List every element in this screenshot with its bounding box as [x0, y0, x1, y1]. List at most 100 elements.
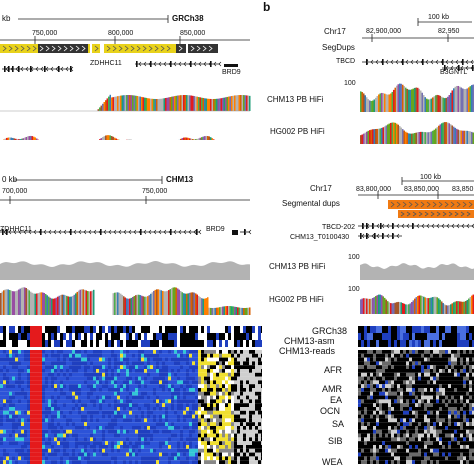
heatmap-cell — [105, 388, 108, 392]
heatmap-cell — [39, 372, 42, 377]
heatmap-cell — [66, 369, 69, 373]
heatmap-cell — [48, 347, 51, 350]
heatmap-cell — [442, 333, 445, 340]
heatmap-cell — [30, 407, 33, 411]
heatmap-cell — [36, 347, 39, 350]
heatmap-cell — [258, 429, 261, 434]
heatmap-cell — [177, 391, 180, 396]
coverage-bar — [376, 96, 378, 112]
heatmap-cell — [3, 369, 6, 373]
heatmap-cell — [210, 418, 213, 423]
heatmap-cell — [156, 369, 159, 373]
heatmap-cell — [358, 395, 361, 400]
heatmap-cell — [237, 407, 240, 411]
heatmap-cell — [36, 369, 39, 373]
heatmap-cell — [219, 399, 222, 404]
pop-label-afr: AFR — [324, 365, 342, 375]
heatmap-cell — [180, 350, 183, 354]
heatmap-cell — [406, 395, 409, 400]
heatmap-cell — [138, 429, 141, 434]
heatmap-cell — [195, 403, 198, 407]
heatmap-cell — [72, 414, 75, 419]
coverage-bar — [180, 95, 182, 111]
coverage-bar — [385, 94, 387, 112]
heatmap-cell — [394, 414, 397, 419]
heatmap-cell — [27, 460, 30, 464]
heatmap-cell — [198, 326, 201, 333]
heatmap-cell — [385, 429, 388, 434]
heatmap-cell — [240, 448, 243, 453]
coverage-bar — [136, 95, 138, 111]
heatmap-cell — [246, 350, 249, 354]
gene-strand-arrow — [58, 229, 62, 235]
coverage-bar — [247, 95, 249, 111]
heatmap-cell — [108, 326, 111, 333]
heatmap-cell — [60, 418, 63, 423]
heatmap-cell — [153, 441, 156, 445]
heatmap-cell — [48, 365, 51, 369]
heatmap-cell — [99, 399, 102, 404]
gene-strand-arrow — [103, 229, 107, 235]
coverage-bar — [370, 129, 372, 144]
coverage-bar — [384, 126, 386, 144]
heatmap-cell — [138, 445, 141, 449]
heatmap-cell — [126, 372, 129, 377]
heatmap-cell — [186, 361, 189, 366]
heatmap-cell — [361, 369, 364, 373]
heatmap-cell — [174, 422, 177, 426]
heatmap-cell — [189, 391, 192, 396]
coverage-bar — [208, 98, 210, 111]
heatmap-cell — [141, 369, 144, 373]
heatmap-cell — [18, 399, 21, 404]
heatmap-cell — [27, 414, 30, 419]
heatmap-cell — [3, 399, 6, 404]
heatmap-cell — [72, 357, 75, 362]
coverage-bar — [378, 128, 380, 144]
coverage-bar — [381, 127, 383, 144]
heatmap-cell — [198, 372, 201, 377]
coverage-bar — [462, 301, 464, 314]
heatmap-cell — [165, 372, 168, 377]
heatmap-cell — [30, 388, 33, 392]
heatmap-cell — [418, 410, 421, 415]
heatmap-cell — [210, 433, 213, 438]
coverage-bar — [426, 297, 428, 314]
heatmap-cell — [243, 445, 246, 449]
heatmap-cell — [123, 333, 126, 340]
heatmap-cell — [111, 347, 114, 350]
heatmap-cell — [246, 403, 249, 407]
heatmap-cell — [54, 361, 57, 366]
heatmap-cell — [78, 445, 81, 449]
heatmap-cell — [30, 445, 33, 449]
gene-exon — [366, 223, 368, 229]
heatmap-cell — [6, 350, 9, 354]
heatmap-cell — [442, 395, 445, 400]
heatmap-cell — [246, 391, 249, 396]
gene-strand-arrow — [385, 59, 389, 65]
heatmap-cell — [397, 369, 400, 373]
heatmap-cell — [463, 340, 466, 347]
heatmap-cell — [48, 340, 51, 347]
right-mid-gene-second-label: CHM13_T0100430 — [290, 234, 350, 241]
heatmap-cell — [403, 429, 406, 434]
heatmap-cell — [252, 365, 255, 369]
heatmap-cell — [451, 384, 454, 388]
heatmap-cell — [261, 452, 262, 457]
heatmap-cell — [66, 384, 69, 388]
coverage-bar — [421, 131, 423, 144]
heatmap-cell — [159, 437, 162, 442]
heatmap-cell — [213, 372, 216, 377]
heatmap-cell — [84, 407, 87, 411]
heatmap-cell — [114, 369, 117, 373]
heatmap-cell — [36, 422, 39, 426]
heatmap-cell — [391, 433, 394, 438]
gene-strand-arrow — [118, 229, 122, 235]
heatmap-cell — [0, 414, 3, 419]
gene-exon — [8, 66, 10, 72]
heatmap-cell — [186, 422, 189, 426]
heatmap-cell — [394, 369, 397, 373]
heatmap-cell — [183, 347, 186, 350]
heatmap-cell — [207, 456, 210, 461]
heatmap-cell — [373, 340, 376, 347]
gene-strand-arrow — [450, 65, 454, 71]
